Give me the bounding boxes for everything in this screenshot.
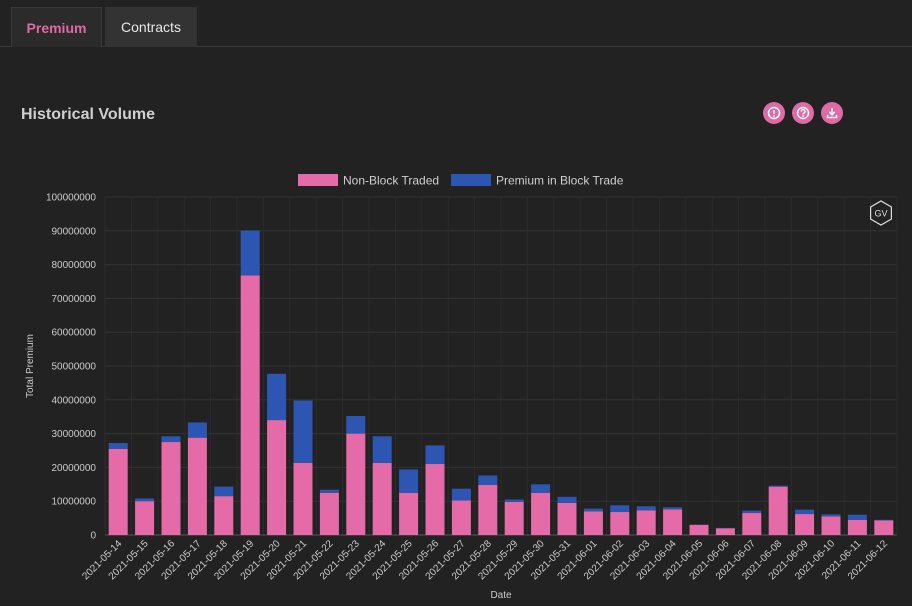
y-tick-label: 70000000 — [52, 294, 97, 305]
stacked-bar-chart: 0 10000000 20000000 30000000 40000000 5000000… — [25, 174, 898, 601]
bar-block-trade — [636, 506, 656, 511]
bar-block-trade — [267, 373, 287, 421]
bar-block-trade — [135, 498, 155, 502]
y-tick-label: 50000000 — [52, 362, 97, 373]
bar-non-block — [267, 420, 287, 535]
y-tick-label: 0 — [90, 531, 96, 542]
bar-block-trade — [583, 508, 603, 512]
bar-non-block — [504, 501, 524, 535]
y-tick-label: 60000000 — [52, 328, 97, 339]
bar-block-trade — [847, 514, 867, 520]
y-tick-label: 30000000 — [52, 429, 97, 440]
bar-block-trade — [742, 510, 762, 514]
bar-non-block — [161, 442, 181, 535]
legend-label-block-trade: Premium in Block Trade — [496, 174, 624, 188]
bar-block-trade — [610, 505, 630, 513]
download-icon — [826, 108, 838, 119]
bar-non-block — [557, 502, 577, 535]
legend-swatch-non-block — [298, 174, 338, 186]
bar-block-trade — [768, 485, 788, 487]
bar-block-trade — [161, 436, 181, 443]
bar-non-block — [795, 514, 815, 535]
bar-non-block — [451, 500, 471, 535]
bar-non-block — [478, 484, 498, 535]
bar-block-trade — [451, 488, 471, 501]
bar-block-trade — [874, 519, 894, 521]
bar-non-block — [425, 464, 445, 535]
bar-non-block — [689, 524, 709, 535]
bar-non-block — [346, 433, 366, 535]
help-icon — [796, 106, 810, 120]
tab-bar: Premium Contracts — [0, 0, 912, 47]
bar-non-block — [821, 516, 841, 535]
bar-non-block — [135, 501, 155, 535]
y-axis-title: Total Premium — [25, 334, 36, 398]
download-button[interactable] — [821, 102, 843, 124]
bar-block-trade — [795, 509, 815, 515]
bar-non-block — [531, 492, 551, 535]
bar-non-block — [768, 486, 788, 535]
bar-non-block — [240, 275, 260, 535]
bar-block-trade — [346, 416, 366, 434]
bar-block-trade — [319, 489, 339, 493]
bar-non-block — [187, 437, 207, 535]
y-tick-label: 90000000 — [52, 226, 97, 237]
page-title: Historical Volume — [21, 106, 155, 123]
bar-block-trade — [425, 445, 445, 465]
bar-block-trade — [214, 486, 234, 497]
x-axis-title: Date — [490, 590, 512, 601]
legend-label-non-block: Non-Block Traded — [343, 174, 439, 188]
bar-non-block — [636, 510, 656, 535]
bar-non-block — [214, 496, 234, 535]
bar-block-trade — [240, 230, 260, 276]
gv-logo-text: GV — [874, 209, 887, 219]
y-tick-label: 80000000 — [52, 260, 97, 271]
info-button[interactable] — [763, 102, 785, 124]
bar-non-block — [319, 492, 339, 535]
bar-block-trade — [372, 436, 392, 464]
bar-non-block — [874, 520, 894, 535]
bar-non-block — [847, 519, 867, 535]
y-tick-label: 100000000 — [46, 193, 96, 204]
y-tick-label: 20000000 — [52, 463, 97, 474]
bar-block-trade — [187, 422, 207, 438]
bar-block-trade — [399, 469, 419, 493]
bar-block-trade — [504, 499, 524, 502]
tab-contracts[interactable]: Contracts — [105, 7, 197, 47]
bar-block-trade — [557, 496, 577, 503]
bar-block-trade — [821, 514, 841, 517]
bar-non-block — [583, 511, 603, 535]
bar-block-trade — [478, 475, 498, 485]
tab-premium[interactable]: Premium — [11, 7, 102, 47]
bar-non-block — [372, 463, 392, 535]
bar-non-block — [108, 448, 128, 535]
bar-block-trade — [663, 507, 683, 510]
bar-non-block — [742, 513, 762, 535]
y-tick-label: 10000000 — [52, 497, 97, 508]
bar-block-trade — [293, 400, 313, 464]
help-button[interactable] — [792, 102, 814, 124]
bar-non-block — [715, 528, 735, 535]
bar-block-trade — [531, 484, 551, 493]
bar-non-block — [293, 463, 313, 535]
info-icon — [767, 106, 781, 120]
gv-logo-icon — [869, 200, 893, 226]
bar-block-trade — [108, 443, 128, 449]
bar-non-block — [399, 492, 419, 535]
bar-non-block — [610, 512, 630, 535]
y-tick-label: 40000000 — [52, 395, 97, 406]
bar-non-block — [663, 509, 683, 535]
legend-swatch-block-trade — [451, 174, 491, 186]
